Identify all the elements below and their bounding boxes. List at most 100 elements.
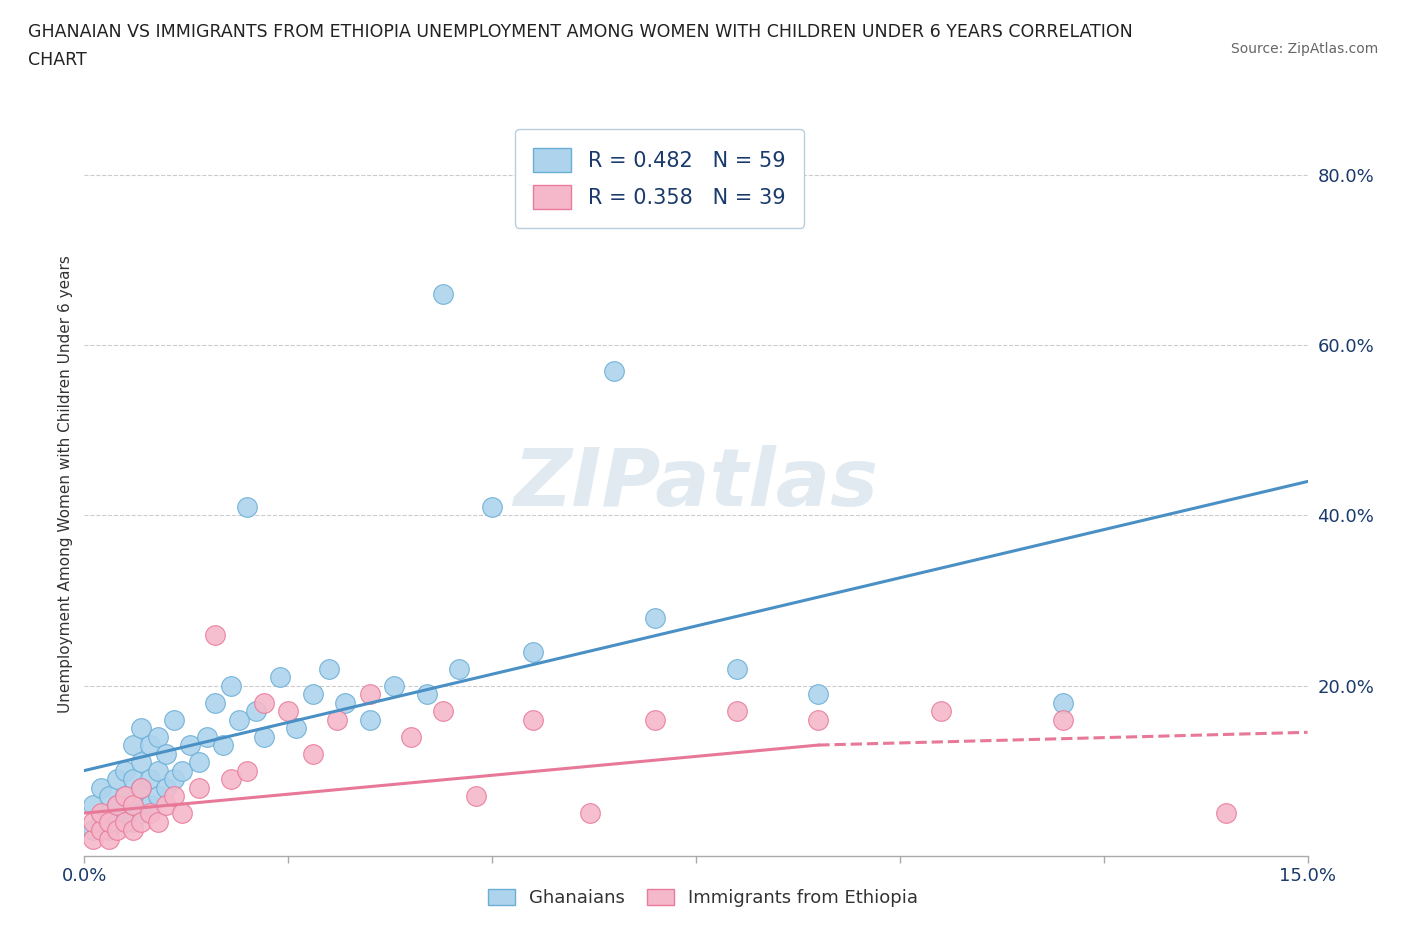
Point — [97, 789, 120, 804]
Point — [1215, 805, 1237, 820]
Point — [114, 814, 136, 829]
Point — [326, 712, 349, 727]
Point — [114, 764, 136, 778]
Point — [318, 661, 340, 676]
Point — [187, 754, 209, 769]
Point — [82, 797, 104, 812]
Point — [522, 712, 544, 727]
Point — [97, 805, 120, 820]
Point — [131, 754, 153, 769]
Point — [90, 814, 112, 829]
Point — [579, 805, 602, 820]
Point — [155, 797, 177, 812]
Text: Source: ZipAtlas.com: Source: ZipAtlas.com — [1230, 42, 1378, 56]
Text: GHANAIAN VS IMMIGRANTS FROM ETHIOPIA UNEMPLOYMENT AMONG WOMEN WITH CHILDREN UNDE: GHANAIAN VS IMMIGRANTS FROM ETHIOPIA UNE… — [28, 23, 1133, 41]
Point — [122, 823, 145, 838]
Point — [1052, 712, 1074, 727]
Point — [644, 610, 666, 625]
Point — [725, 704, 748, 719]
Point — [228, 712, 250, 727]
Point — [131, 721, 153, 736]
Point — [807, 712, 830, 727]
Legend: Ghanaians, Immigrants from Ethiopia: Ghanaians, Immigrants from Ethiopia — [478, 880, 928, 916]
Point — [522, 644, 544, 659]
Point — [138, 797, 160, 812]
Point — [204, 627, 226, 642]
Point — [253, 729, 276, 744]
Point — [90, 780, 112, 795]
Point — [1052, 695, 1074, 710]
Point — [138, 805, 160, 820]
Text: ZIPatlas: ZIPatlas — [513, 445, 879, 523]
Point — [432, 704, 454, 719]
Point — [114, 789, 136, 804]
Point — [131, 780, 153, 795]
Point — [335, 695, 357, 710]
Point — [285, 721, 308, 736]
Point — [172, 764, 194, 778]
Point — [146, 789, 169, 804]
Point — [122, 797, 145, 812]
Point — [155, 746, 177, 761]
Point — [187, 780, 209, 795]
Point — [253, 695, 276, 710]
Point — [359, 686, 381, 701]
Point — [97, 831, 120, 846]
Point — [131, 814, 153, 829]
Point — [163, 772, 186, 787]
Point — [236, 764, 259, 778]
Point — [114, 789, 136, 804]
Point — [382, 678, 405, 693]
Point — [163, 789, 186, 804]
Point — [131, 805, 153, 820]
Point — [82, 823, 104, 838]
Point — [603, 364, 626, 379]
Point — [146, 814, 169, 829]
Point — [105, 823, 128, 838]
Point — [277, 704, 299, 719]
Point — [97, 823, 120, 838]
Point — [236, 499, 259, 514]
Point — [122, 772, 145, 787]
Point — [301, 746, 323, 761]
Point — [105, 797, 128, 812]
Point — [122, 797, 145, 812]
Point — [929, 704, 952, 719]
Point — [163, 712, 186, 727]
Point — [90, 805, 112, 820]
Point — [122, 737, 145, 752]
Point — [464, 789, 486, 804]
Point — [212, 737, 235, 752]
Point — [105, 797, 128, 812]
Point — [82, 814, 104, 829]
Point — [105, 772, 128, 787]
Point — [399, 729, 422, 744]
Point — [204, 695, 226, 710]
Text: CHART: CHART — [28, 51, 87, 69]
Point — [219, 678, 242, 693]
Point — [105, 814, 128, 829]
Point — [114, 805, 136, 820]
Point — [432, 287, 454, 302]
Point — [155, 780, 177, 795]
Point — [245, 704, 267, 719]
Point — [449, 661, 471, 676]
Point — [301, 686, 323, 701]
Point — [122, 814, 145, 829]
Point — [172, 805, 194, 820]
Point — [644, 712, 666, 727]
Point — [219, 772, 242, 787]
Point — [195, 729, 218, 744]
Point — [131, 780, 153, 795]
Legend: R = 0.482   N = 59, R = 0.358   N = 39: R = 0.482 N = 59, R = 0.358 N = 39 — [515, 129, 804, 228]
Point — [146, 729, 169, 744]
Point — [97, 814, 120, 829]
Point — [138, 772, 160, 787]
Point — [146, 764, 169, 778]
Point — [82, 831, 104, 846]
Point — [269, 670, 291, 684]
Y-axis label: Unemployment Among Women with Children Under 6 years: Unemployment Among Women with Children U… — [58, 255, 73, 712]
Point — [90, 823, 112, 838]
Point — [416, 686, 439, 701]
Point — [359, 712, 381, 727]
